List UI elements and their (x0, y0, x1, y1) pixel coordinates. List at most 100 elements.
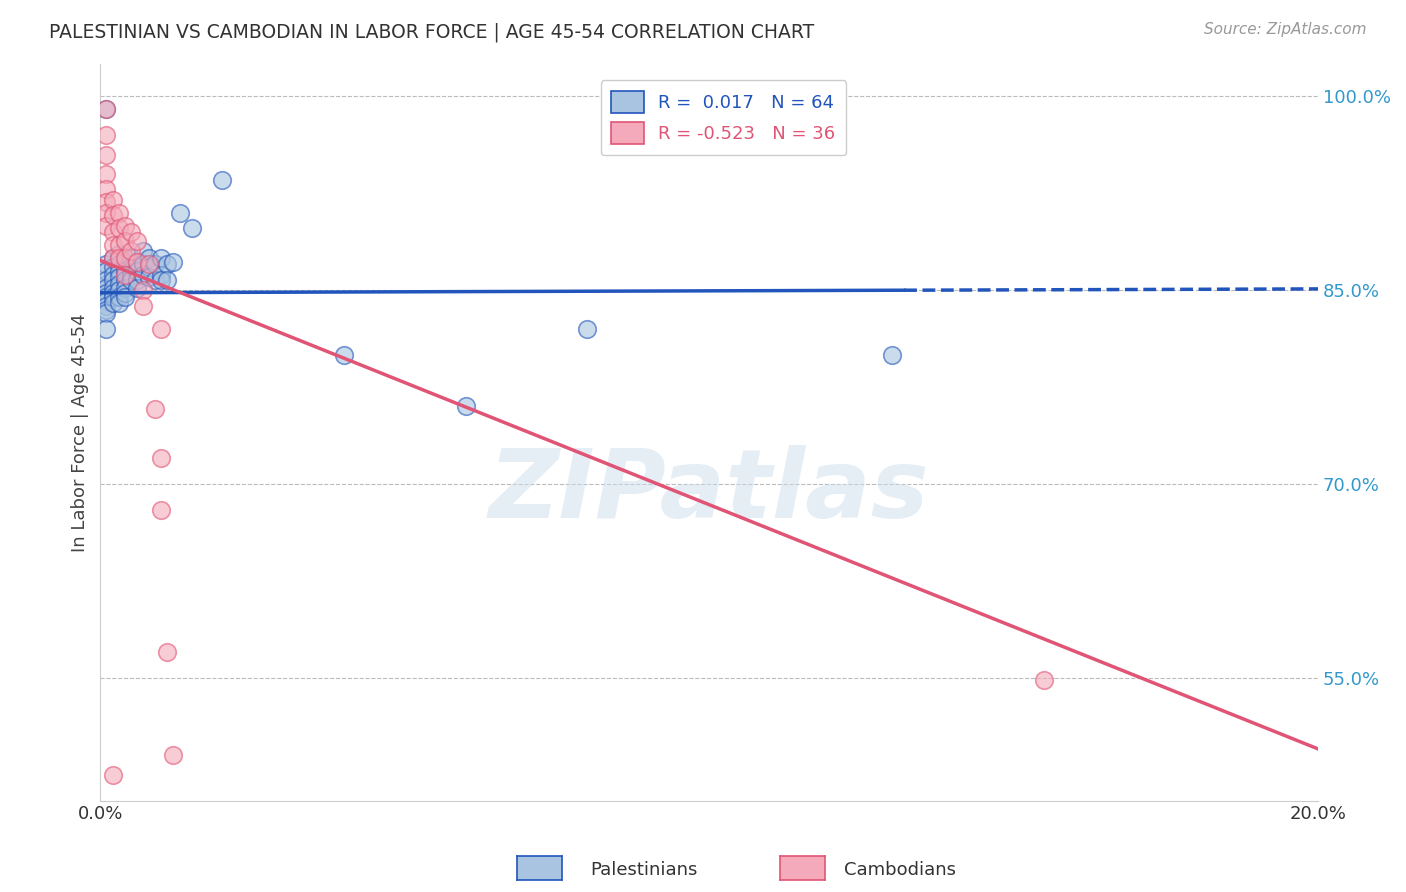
Point (107, 283, 129, 297)
Point (156, 273, 179, 287)
Point (132, 257, 155, 271)
Point (107, 247, 129, 261)
Point (96, 293, 118, 308)
Point (125, 264, 148, 278)
Point (120, 273, 142, 287)
Point (96, 128, 118, 142)
Point (107, 270, 129, 285)
Point (96, 273, 118, 287)
Point (156, 645, 179, 659)
Point (101, 285, 124, 300)
Point (132, 299, 155, 313)
Point (114, 264, 136, 278)
Point (125, 234, 148, 248)
Text: Cambodians: Cambodians (844, 861, 956, 879)
Text: Palestinians: Palestinians (591, 861, 697, 879)
Point (211, 173, 233, 187)
Point (138, 251, 160, 265)
Point (107, 290, 129, 304)
Point (101, 238, 124, 252)
Point (96, 299, 118, 313)
Point (150, 451, 173, 466)
Point (156, 257, 179, 271)
Point (96, 103, 118, 117)
Legend: R =  0.017   N = 64, R = -0.523   N = 36: R = 0.017 N = 64, R = -0.523 N = 36 (600, 80, 846, 155)
Point (101, 251, 124, 265)
Point (150, 503, 173, 517)
Point (132, 244, 155, 259)
Point (162, 254, 184, 268)
Point (107, 251, 129, 265)
Point (96, 302, 118, 317)
Point (96, 182, 118, 196)
Text: Source: ZipAtlas.com: Source: ZipAtlas.com (1204, 22, 1367, 37)
Point (120, 260, 142, 274)
Point (125, 280, 148, 294)
Text: ZIPatlas: ZIPatlas (489, 445, 929, 538)
Point (96, 277, 118, 291)
Point (96, 205, 118, 219)
Point (1033, 673, 1056, 688)
Point (150, 268, 173, 282)
Point (96, 285, 118, 300)
Point (107, 205, 129, 219)
Y-axis label: In Labor Force | Age 45-54: In Labor Force | Age 45-54 (72, 313, 89, 551)
Point (101, 280, 124, 294)
Point (132, 268, 155, 282)
Point (120, 244, 142, 259)
Point (114, 273, 136, 287)
Point (576, 322, 599, 336)
Point (107, 238, 129, 252)
Point (107, 221, 129, 235)
Point (96, 280, 118, 294)
Text: PALESTINIAN VS CAMBODIAN IN LABOR FORCE | AGE 45-54 CORRELATION CHART: PALESTINIAN VS CAMBODIAN IN LABOR FORCE … (49, 22, 814, 42)
Point (114, 254, 136, 268)
Point (101, 268, 124, 282)
Point (101, 251, 124, 265)
Point (114, 280, 136, 294)
Point (101, 290, 124, 304)
Point (138, 260, 160, 274)
Point (96, 322, 118, 336)
Point (96, 306, 118, 320)
Point (96, 147, 118, 161)
Point (162, 748, 184, 763)
Point (114, 234, 136, 248)
Point (101, 208, 124, 222)
Point (96, 290, 118, 304)
Point (96, 264, 118, 278)
Point (107, 264, 129, 278)
Point (101, 273, 124, 287)
Point (180, 221, 202, 235)
Point (125, 254, 148, 268)
Point (96, 195, 118, 210)
Point (101, 296, 124, 310)
Point (107, 296, 129, 310)
Point (114, 290, 136, 304)
Point (120, 225, 142, 239)
Point (101, 225, 124, 239)
Point (96, 219, 118, 233)
Point (454, 400, 477, 414)
Point (96, 257, 118, 271)
Point (333, 348, 356, 362)
Point (114, 285, 136, 300)
Point (114, 219, 136, 233)
Point (101, 768, 124, 782)
Point (169, 205, 191, 219)
Point (138, 270, 160, 285)
Point (132, 283, 155, 297)
Point (96, 103, 118, 117)
Point (114, 251, 136, 265)
Point (143, 402, 166, 417)
Point (114, 268, 136, 282)
Point (150, 322, 173, 336)
Point (143, 273, 166, 287)
Point (101, 260, 124, 274)
Point (143, 257, 166, 271)
Point (125, 273, 148, 287)
Point (120, 251, 142, 265)
Point (150, 251, 173, 265)
Point (150, 273, 173, 287)
Point (125, 254, 148, 268)
